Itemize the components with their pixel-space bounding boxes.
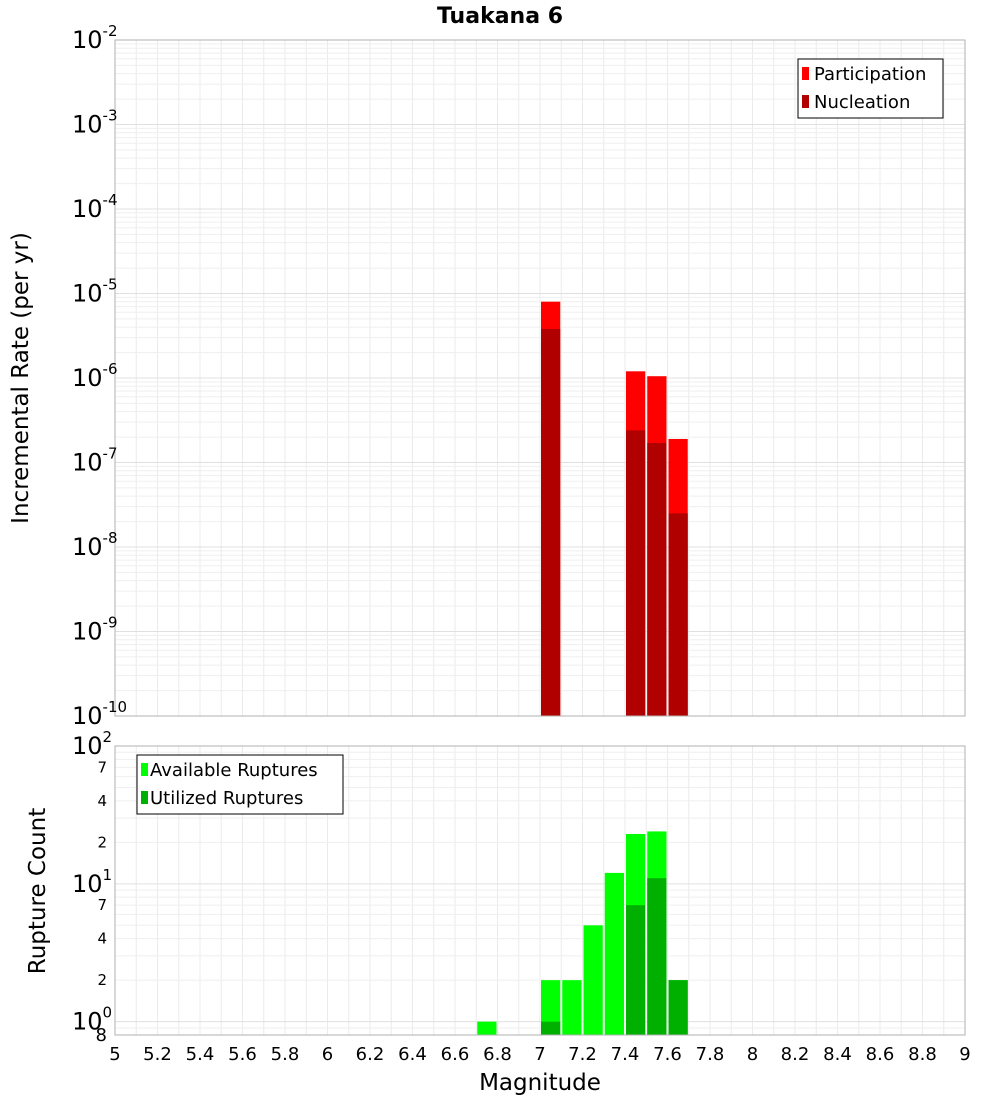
bottom-y-tick-label-minor: 8 [96,1025,107,1046]
bottom-y-tick-label-minor: 4 [97,930,107,948]
top-y-tick-label: 10-5 [72,276,118,308]
top-plot-border [114,39,966,717]
bottom-bar-available-ruptures [541,980,561,1035]
bottom-panel: 100 101 102 8 2 4 7 2 4 7 Rupture Count Available… [25,728,966,1046]
top-y-tick-labels: 10-10 10-9 10-8 10-7 10-6 10-5 10-4 10-3 10-2 [72,22,127,730]
legend-label-available: Available Ruptures [150,760,318,781]
x-tick-label: 6.6 [441,1044,470,1065]
bottom-bars [477,831,688,1035]
x-tick-label: 6.2 [356,1044,385,1065]
bottom-y-tick-label-minor: 2 [97,833,107,851]
x-tick-label: 7.6 [653,1044,682,1065]
bottom-plot-border [114,745,966,1036]
x-tick-label: 5.8 [271,1044,300,1065]
legend-label-nucleation: Nucleation [814,92,910,113]
bottom-y-tick-label-minor: 7 [97,758,107,776]
bottom-bar-available-ruptures [583,925,603,1035]
bottom-bar-utilized-ruptures [647,878,667,1035]
x-tick-label: 8.6 [866,1044,895,1065]
x-tick-label: 7 [534,1044,545,1065]
x-axis-title: Magnitude [479,1070,601,1096]
bottom-y-tick-labels: 100 101 102 8 2 4 7 2 4 7 [72,728,112,1046]
x-tick-label: 8.2 [781,1044,810,1065]
x-tick-label: 7.2 [568,1044,597,1065]
x-tick-label: 8.8 [908,1044,937,1065]
bottom-bar-utilized-ruptures [541,1021,561,1035]
x-tick-label: 6.4 [398,1044,427,1065]
top-y-tick-label: 10-7 [72,445,118,477]
x-tick-labels: 5 5.2 5.4 5.6 5.8 6 6.2 6.4 6.6 6.8 7 7.2 7.4 7.6 7.8 8… [109,1044,970,1065]
legend-label-participation: Participation [814,64,926,85]
top-bar-nucleation [541,329,561,716]
x-tick-label: 8.4 [823,1044,852,1065]
top-y-tick-label: 10-10 [72,698,127,730]
legend-swatch-participation [802,67,809,80]
bottom-y-tick-label-minor: 2 [97,971,107,989]
bottom-y-tick-label-major: 101 [72,866,112,898]
bottom-bar-available-ruptures [562,980,582,1035]
bottom-bar-available-ruptures [477,1021,497,1035]
bottom-bar-utilized-ruptures [626,905,646,1035]
top-y-tick-label: 10-6 [72,360,118,392]
x-tick-label: 8 [747,1044,758,1065]
top-y-tick-label: 10-2 [72,22,118,54]
top-legend: Participation Nucleation [797,58,944,119]
x-tick-label: 7.4 [611,1044,640,1065]
x-tick-label: 6 [322,1044,333,1065]
bottom-y-tick-label-minor: 4 [97,792,107,810]
top-bar-nucleation [626,430,646,716]
top-panel: 10-10 10-9 10-8 10-7 10-6 10-5 10-4 10-3 10-2 In… [8,22,966,730]
x-tick-label: 5 [109,1044,120,1065]
legend-swatch-nucleation [802,95,809,108]
bottom-y-tick-label-minor: 7 [97,896,107,914]
bottom-legend: Available Ruptures Utilized Ruptures [136,754,344,815]
top-y-tick-label: 10-8 [72,529,118,561]
top-y-tick-label: 10-9 [72,614,118,646]
top-grid [114,39,966,717]
top-bars [541,301,688,716]
x-tick-label: 7.8 [696,1044,725,1065]
top-y-tick-label: 10-3 [72,107,118,139]
top-bar-nucleation [668,513,688,716]
x-tick-label: 9 [959,1044,970,1065]
x-tick-label: 6.8 [483,1044,512,1065]
bottom-bar-utilized-ruptures [668,980,688,1035]
bottom-y-axis-title: Rupture Count [25,808,51,974]
top-y-axis-title: Incremental Rate (per yr) [8,232,34,524]
bottom-y-tick-label-major: 102 [72,728,112,760]
x-tick-label: 5.6 [228,1044,257,1065]
x-tick-label: 5.4 [186,1044,215,1065]
legend-swatch-utilized [141,791,148,804]
chart-title: Tuakana 6 [437,4,563,29]
legend-label-utilized: Utilized Ruptures [150,788,303,809]
legend-swatch-available [141,763,148,776]
x-tick-label: 5.2 [143,1044,172,1065]
top-bar-nucleation [647,443,667,716]
top-y-tick-label: 10-4 [72,191,118,223]
bottom-y-tick-label-major: 100 [72,1004,112,1036]
bottom-bar-available-ruptures [604,872,624,1035]
